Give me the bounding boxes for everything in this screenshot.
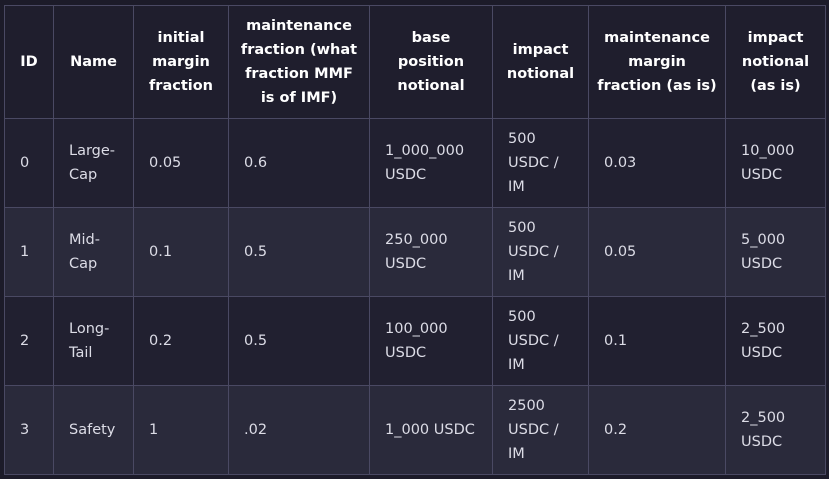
table-row: 3 Safety 1 .02 1_000 USDC 2500 USDC / IM…	[4, 385, 826, 475]
header-maintenance-margin-fraction-as-is: maintenance margin fraction (as is)	[588, 5, 726, 119]
cell-impact-notional-as-is: 2_500 USDC	[725, 385, 826, 475]
cell-name: Safety	[53, 385, 134, 475]
cell-name: Long-Tail	[53, 296, 134, 386]
cell-id: 0	[4, 118, 54, 208]
margin-tiers-table: ID Name initial margin fraction maintena…	[4, 5, 826, 475]
table-row: 1 Mid-Cap 0.1 0.5 250_000 USDC 500 USDC …	[4, 207, 826, 297]
cell-initial-margin-fraction: 0.2	[133, 296, 229, 386]
table-row: 0 Large-Cap 0.05 0.6 1_000_000 USDC 500 …	[4, 118, 826, 208]
cell-base-position-notional: 1_000 USDC	[369, 385, 493, 475]
header-impact-notional: impact notional	[492, 5, 589, 119]
header-maintenance-fraction: maintenance fraction (what fraction MMF …	[228, 5, 370, 119]
header-base-position-notional: base position notional	[369, 5, 493, 119]
cell-base-position-notional: 100_000 USDC	[369, 296, 493, 386]
cell-initial-margin-fraction: 0.05	[133, 118, 229, 208]
cell-maintenance-fraction: .02	[228, 385, 370, 475]
cell-impact-notional: 500 USDC / IM	[492, 296, 589, 386]
cell-initial-margin-fraction: 1	[133, 385, 229, 475]
cell-name: Large-Cap	[53, 118, 134, 208]
cell-maintenance-margin-fraction-as-is: 0.05	[588, 207, 726, 297]
table-row: 2 Long-Tail 0.2 0.5 100_000 USDC 500 USD…	[4, 296, 826, 386]
cell-maintenance-fraction: 0.5	[228, 207, 370, 297]
cell-impact-notional: 2500 USDC / IM	[492, 385, 589, 475]
header-name: Name	[53, 5, 134, 119]
cell-maintenance-fraction: 0.6	[228, 118, 370, 208]
cell-maintenance-margin-fraction-as-is: 0.1	[588, 296, 726, 386]
header-initial-margin-fraction: initial margin fraction	[133, 5, 229, 119]
data-table-container: ID Name initial margin fraction maintena…	[4, 5, 826, 475]
cell-name: Mid-Cap	[53, 207, 134, 297]
table-header-row: ID Name initial margin fraction maintena…	[4, 5, 826, 119]
cell-maintenance-fraction: 0.5	[228, 296, 370, 386]
cell-base-position-notional: 250_000 USDC	[369, 207, 493, 297]
cell-id: 3	[4, 385, 54, 475]
cell-impact-notional-as-is: 5_000 USDC	[725, 207, 826, 297]
cell-maintenance-margin-fraction-as-is: 0.03	[588, 118, 726, 208]
header-impact-notional-as-is: impact notional (as is)	[725, 5, 826, 119]
header-id: ID	[4, 5, 54, 119]
cell-impact-notional-as-is: 2_500 USDC	[725, 296, 826, 386]
cell-maintenance-margin-fraction-as-is: 0.2	[588, 385, 726, 475]
cell-base-position-notional: 1_000_000 USDC	[369, 118, 493, 208]
cell-id: 2	[4, 296, 54, 386]
cell-impact-notional-as-is: 10_000 USDC	[725, 118, 826, 208]
cell-impact-notional: 500 USDC / IM	[492, 118, 589, 208]
cell-id: 1	[4, 207, 54, 297]
cell-initial-margin-fraction: 0.1	[133, 207, 229, 297]
cell-impact-notional: 500 USDC / IM	[492, 207, 589, 297]
